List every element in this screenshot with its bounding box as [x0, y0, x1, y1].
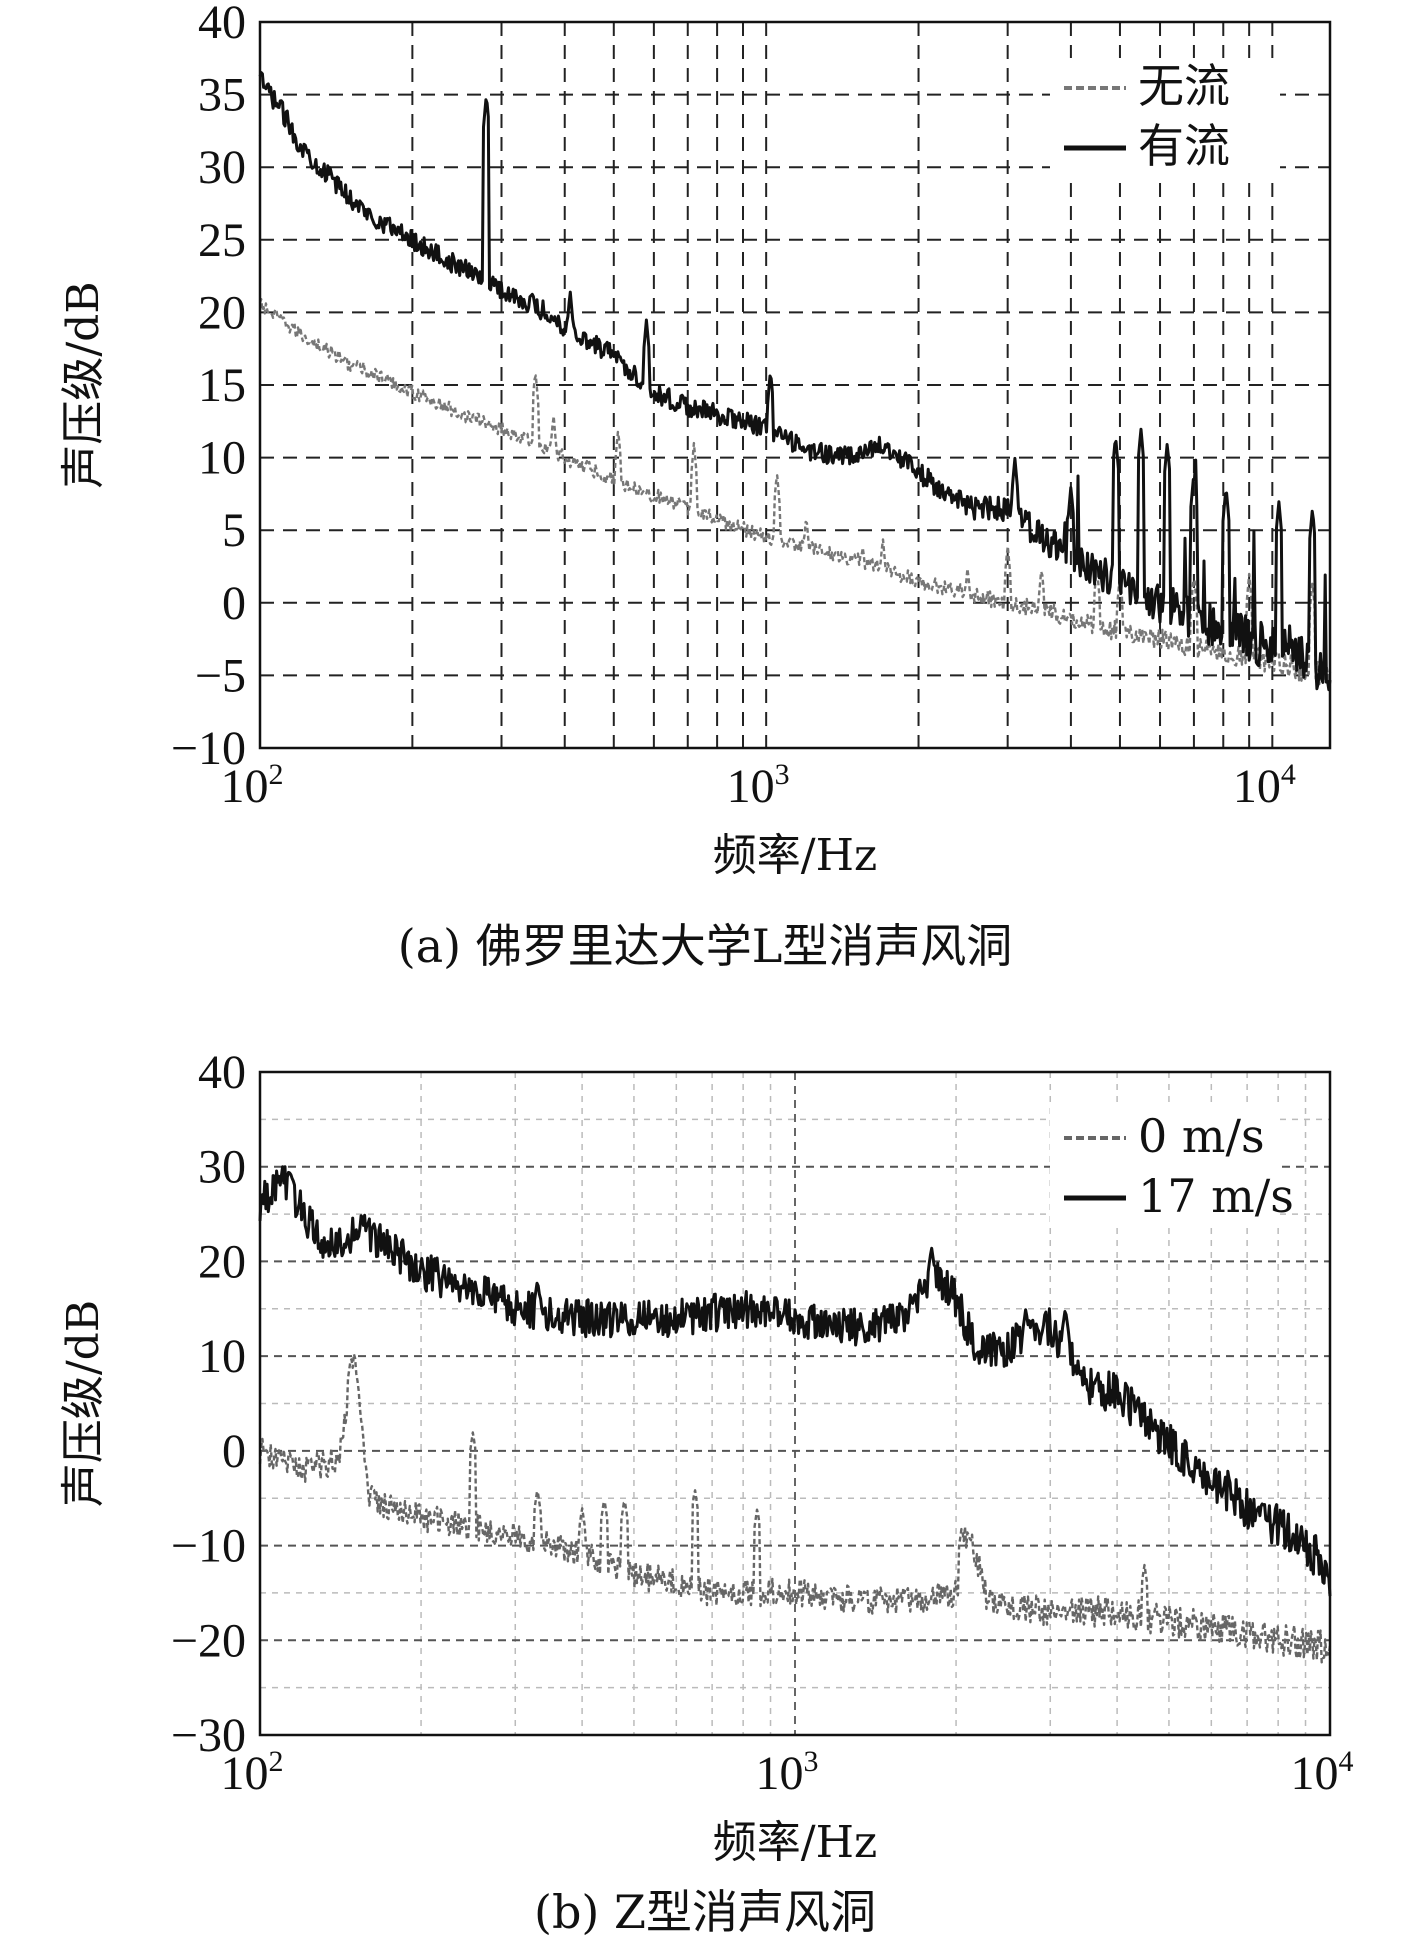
- y-tick-label: 20: [198, 286, 246, 339]
- legend-label: 17 m/s: [1138, 1169, 1294, 1223]
- y-tick-label: −20: [171, 1614, 246, 1667]
- y-axis-label: 声压级/dB: [58, 1300, 109, 1507]
- y-tick-label: 10: [198, 1330, 246, 1383]
- x-tick-label: 102: [221, 758, 284, 813]
- y-axis-label: 声压级/dB: [58, 281, 109, 488]
- legend: 0 m/s 17 m/s: [1050, 1108, 1294, 1228]
- grid: [260, 1072, 1330, 1735]
- y-tick-label: 0: [222, 577, 246, 630]
- y-tick-label: −5: [195, 649, 246, 702]
- y-tick-label: 40: [198, 1046, 246, 1099]
- plot-frame: [258, 20, 1332, 750]
- chart-a: −10 −5 0 5 10 15 20 25 30 35 40 102 103 104 频率/Hz 声压级/d…: [58, 0, 1332, 881]
- y-tick-label: 20: [198, 1235, 246, 1288]
- series-line-baseline: [258, 1352, 1332, 1664]
- series-line-flow: [258, 1165, 1332, 1597]
- y-tick-label: −10: [171, 1520, 246, 1573]
- y-tick-label: −10: [171, 722, 246, 775]
- y-tick-label: 30: [198, 1141, 246, 1194]
- series-group: [258, 1165, 1332, 1664]
- y-tick-label: 0: [222, 1425, 246, 1478]
- x-tick-label: 103: [727, 758, 790, 813]
- x-axis-label: 频率/Hz: [713, 1817, 877, 1868]
- legend-label: 无流: [1138, 59, 1230, 113]
- y-tick-label: 40: [198, 0, 246, 49]
- plot-frame: [258, 1070, 1332, 1737]
- x-tick-label: 104: [1233, 758, 1296, 813]
- legend-label: 0 m/s: [1138, 1109, 1265, 1163]
- x-tick-label: 104: [1291, 1745, 1354, 1800]
- legend-label: 有流: [1138, 119, 1230, 173]
- caption-a: (a) 佛罗里达大学L型消声风洞: [398, 919, 1013, 973]
- y-tick-label: 30: [198, 141, 246, 194]
- series-line-baseline: [258, 298, 1332, 686]
- y-tick-label: 10: [198, 432, 246, 485]
- x-tick-label: 102: [221, 1745, 284, 1800]
- y-tick-label: 5: [222, 504, 246, 557]
- y-axis: −30 −20 −10 0 10 20 30 40: [171, 1046, 246, 1762]
- x-tick-label: 103: [756, 1745, 819, 1800]
- series-group: [258, 71, 1332, 692]
- y-tick-label: −30: [171, 1709, 246, 1762]
- y-tick-label: 15: [198, 359, 246, 412]
- legend-background: [1050, 1108, 1280, 1228]
- caption-b: (b) Z型消声风洞: [534, 1885, 876, 1939]
- x-axis: 102 103 104: [221, 1745, 1354, 1800]
- series-line-flow: [258, 71, 1332, 692]
- x-axis-label: 频率/Hz: [713, 830, 877, 881]
- y-axis: −10 −5 0 5 10 15 20 25 30 35 40: [171, 0, 246, 775]
- x-axis: 102 103 104: [221, 758, 1296, 813]
- y-tick-label: 35: [198, 69, 246, 122]
- y-tick-label: 25: [198, 214, 246, 267]
- legend-background: [1050, 58, 1280, 178]
- chart-b: −30 −20 −10 0 10 20 30 40 102 103 104 频率/Hz 声压级/dB 0 …: [58, 1046, 1354, 1868]
